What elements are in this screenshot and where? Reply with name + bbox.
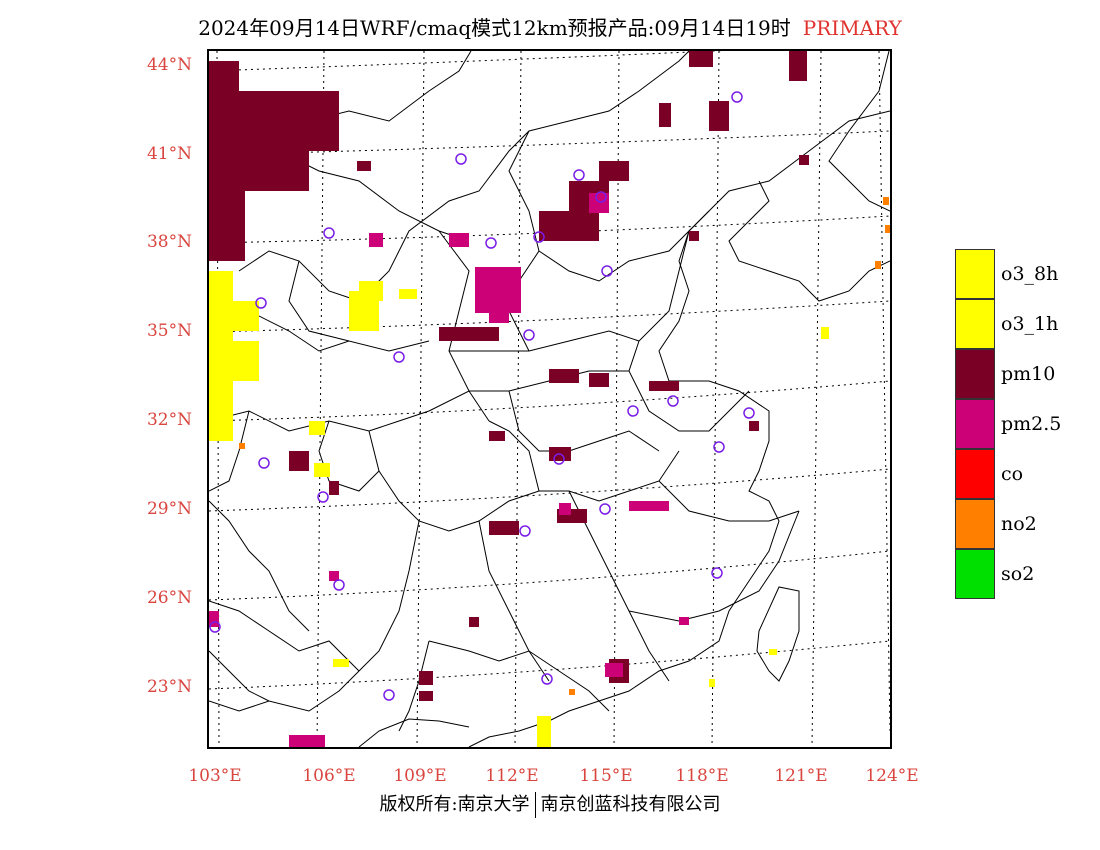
swatch-so2 bbox=[955, 549, 995, 599]
lat-label-41: 41°N bbox=[146, 144, 192, 164]
taiwan-outline bbox=[756, 586, 800, 682]
pm25-cells bbox=[209, 193, 689, 747]
lat-label-38: 38°N bbox=[146, 232, 192, 252]
swatch-no2 bbox=[955, 499, 995, 549]
primary-label: PRIMARY bbox=[802, 16, 902, 40]
map-frame[interactable] bbox=[207, 49, 892, 749]
copyright-left: 版权所有:南京大学 bbox=[379, 794, 530, 815]
lat-label-35: 35°N bbox=[146, 321, 192, 341]
copyright-footer: 版权所有:南京大学 南京创蓝科技有限公司 bbox=[0, 790, 1100, 818]
forecast-map[interactable] bbox=[209, 51, 890, 747]
lon-label-103: 103°E bbox=[188, 766, 242, 786]
legend-label: so2 bbox=[1001, 563, 1035, 585]
legend-item-pm10: pm10 bbox=[955, 349, 1100, 399]
swatch-pm25 bbox=[955, 399, 995, 449]
coastline bbox=[358, 51, 890, 747]
title-text: 2024年09月14日WRF/cmaq模式12km预报产品:09月14日19时 bbox=[198, 16, 791, 40]
lon-label-124: 124°E bbox=[865, 766, 919, 786]
province-borders bbox=[209, 51, 890, 732]
copyright-right: 南京创蓝科技有限公司 bbox=[540, 794, 721, 815]
lat-label-32: 32°N bbox=[146, 410, 192, 430]
lon-label-112: 112°E bbox=[485, 766, 539, 786]
graticule bbox=[209, 51, 890, 747]
swatch-co bbox=[955, 449, 995, 499]
lon-label-115: 115°E bbox=[579, 766, 633, 786]
legend-label: no2 bbox=[1001, 513, 1037, 535]
lat-label-44: 44°N bbox=[146, 55, 192, 75]
legend-item-pm25: pm2.5 bbox=[955, 399, 1100, 449]
swatch-o3-1h bbox=[955, 299, 995, 349]
legend-item-no2: no2 bbox=[955, 499, 1100, 549]
lon-label-121: 121°E bbox=[774, 766, 828, 786]
legend-item-o3-1h: o3_1h bbox=[955, 299, 1100, 349]
swatch-pm10 bbox=[955, 349, 995, 399]
pm10-cells bbox=[209, 51, 809, 701]
legend-label: o3_1h bbox=[1001, 313, 1059, 335]
legend-item-so2: so2 bbox=[955, 549, 1100, 599]
lon-label-109: 109°E bbox=[393, 766, 447, 786]
legend-label: pm10 bbox=[1001, 363, 1056, 385]
footer-separator bbox=[534, 792, 536, 818]
lat-label-29: 29°N bbox=[146, 499, 192, 519]
legend-label: co bbox=[1001, 463, 1024, 485]
map-title: 2024年09月14日WRF/cmaq模式12km预报产品:09月14日19时 P… bbox=[0, 12, 1100, 41]
legend: o3_8h o3_1h pm10 pm2.5 co no2 so2 bbox=[955, 249, 1100, 599]
legend-label: pm2.5 bbox=[1001, 413, 1062, 435]
no2-cells bbox=[239, 197, 890, 695]
legend-item-co: co bbox=[955, 449, 1100, 499]
lon-label-106: 106°E bbox=[302, 766, 356, 786]
lat-label-23: 23°N bbox=[146, 677, 192, 697]
monitoring-stations bbox=[209, 91, 755, 701]
lon-label-118: 118°E bbox=[675, 766, 729, 786]
swatch-o3-8h bbox=[955, 249, 995, 299]
legend-item-o3-8h: o3_8h bbox=[955, 249, 1100, 299]
lat-label-26: 26°N bbox=[146, 588, 192, 608]
o3-cells bbox=[209, 271, 829, 747]
legend-label: o3_8h bbox=[1001, 263, 1059, 285]
